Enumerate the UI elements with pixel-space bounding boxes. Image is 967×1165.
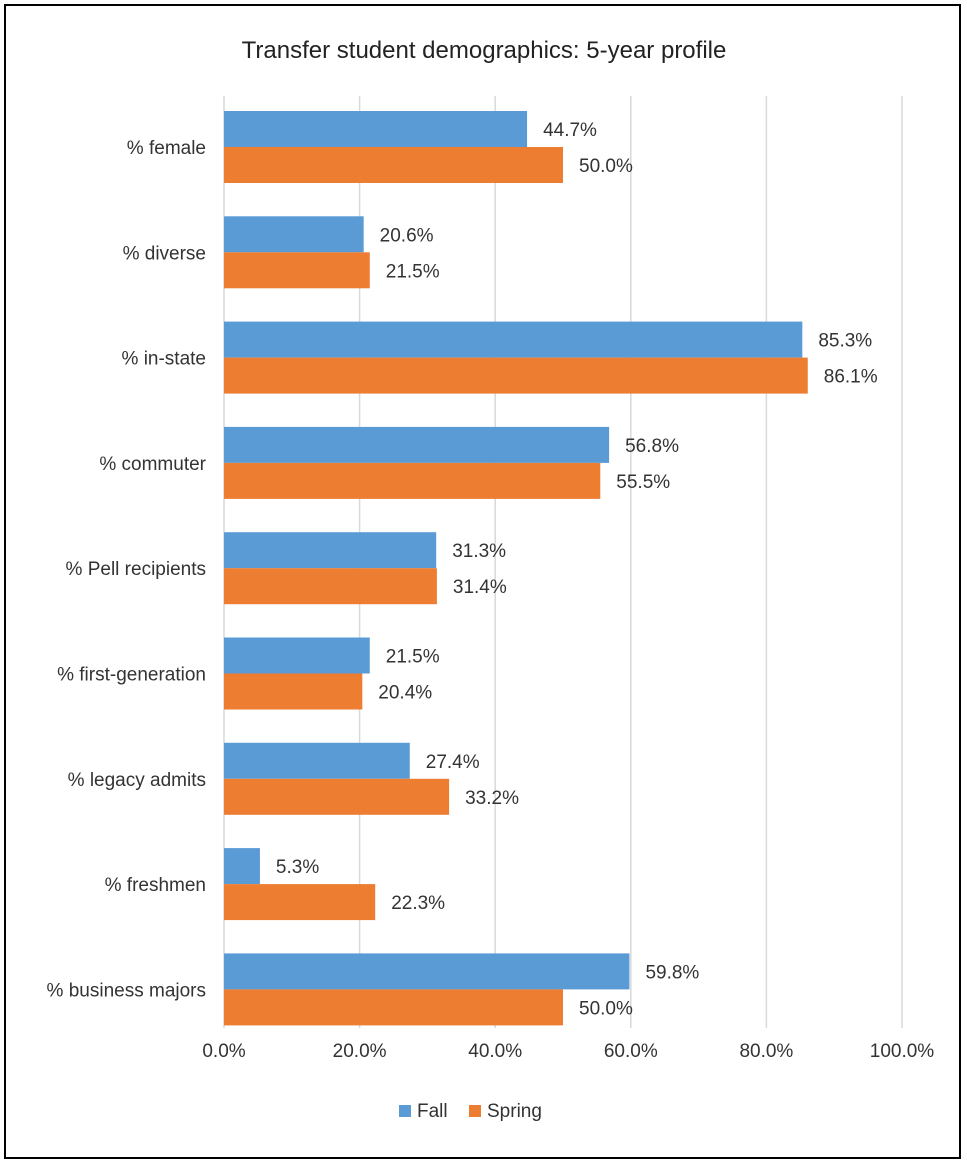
data-label-fall-0: 44.7% xyxy=(543,120,597,141)
data-label-spring-4: 31.4% xyxy=(453,577,507,598)
bar-fall-0 xyxy=(224,111,528,147)
category-label-7: % freshmen xyxy=(105,875,206,896)
data-label-spring-5: 20.4% xyxy=(378,683,432,704)
data-label-fall-6: 27.4% xyxy=(426,752,480,773)
bar-fall-8 xyxy=(224,953,630,990)
chart-frame: Transfer student demographics: 5-year pr… xyxy=(4,4,961,1159)
category-label-6: % legacy admits xyxy=(68,770,206,791)
data-label-spring-6: 33.2% xyxy=(465,788,519,809)
bar-spring-8 xyxy=(224,989,563,1026)
bar-fall-4 xyxy=(224,532,437,569)
bar-fall-7 xyxy=(224,848,260,885)
data-label-spring-3: 55.5% xyxy=(616,472,670,493)
x-tick-label-4: 80.0% xyxy=(739,1041,793,1062)
category-label-2: % in-state xyxy=(122,349,206,370)
data-label-fall-8: 59.8% xyxy=(645,962,699,983)
category-label-4: % Pell recipients xyxy=(66,559,206,580)
x-tick-label-0: 0.0% xyxy=(202,1041,245,1062)
data-label-spring-0: 50.0% xyxy=(579,156,633,177)
bar-fall-5 xyxy=(224,637,370,674)
legend-swatch-spring xyxy=(469,1105,481,1117)
bar-spring-7 xyxy=(224,884,376,921)
bar-spring-4 xyxy=(224,568,437,605)
x-tick-label-3: 60.0% xyxy=(604,1041,658,1062)
legend-label-spring: Spring xyxy=(487,1101,542,1122)
bar-spring-6 xyxy=(224,778,450,815)
category-label-1: % diverse xyxy=(123,243,206,264)
bar-spring-0 xyxy=(224,147,563,183)
data-label-fall-3: 56.8% xyxy=(625,436,679,457)
bar-chart: Transfer student demographics: 5-year pr… xyxy=(47,37,935,1122)
x-tick-label-5: 100.0% xyxy=(870,1041,935,1062)
bar-fall-2 xyxy=(224,321,803,358)
legend: Fall Spring xyxy=(399,1101,542,1122)
category-labels: % female % diverse % in-state % commuter % P… xyxy=(47,138,207,1001)
legend-label-fall: Fall xyxy=(417,1101,448,1122)
data-label-fall-2: 85.3% xyxy=(818,331,872,352)
bar-fall-1 xyxy=(224,216,364,253)
data-label-spring-7: 22.3% xyxy=(391,893,445,914)
data-label-fall-4: 31.3% xyxy=(452,541,506,562)
category-label-3: % commuter xyxy=(99,454,206,475)
chart-title: Transfer student demographics: 5-year pr… xyxy=(242,37,727,64)
bar-spring-2 xyxy=(224,357,808,394)
x-tick-label-2: 40.0% xyxy=(468,1041,522,1062)
category-label-8: % business majors xyxy=(47,980,206,1001)
bar-fall-3 xyxy=(224,426,610,463)
x-tick-labels: 0.0% 20.0% 40.0% 60.0% 80.0% 100.0% xyxy=(202,1041,934,1062)
x-tick-label-1: 20.0% xyxy=(333,1041,387,1062)
data-label-spring-8: 50.0% xyxy=(579,998,633,1019)
data-label-fall-5: 21.5% xyxy=(386,647,440,668)
bars xyxy=(224,111,808,1026)
data-label-spring-2: 86.1% xyxy=(824,367,878,388)
category-label-5: % first-generation xyxy=(57,665,206,686)
bar-spring-3 xyxy=(224,462,601,499)
data-label-spring-1: 21.5% xyxy=(386,261,440,282)
data-label-fall-1: 20.6% xyxy=(380,225,434,246)
bar-spring-1 xyxy=(224,252,370,289)
category-label-0: % female xyxy=(127,138,206,159)
bar-fall-6 xyxy=(224,742,410,779)
legend-swatch-fall xyxy=(399,1105,411,1117)
data-label-fall-7: 5.3% xyxy=(276,857,319,878)
bar-spring-5 xyxy=(224,673,363,710)
data-labels: 44.7% 50.0% 20.6% 21.5% 85.3% 86.1% 56.8% 55.5%… xyxy=(276,120,878,1019)
